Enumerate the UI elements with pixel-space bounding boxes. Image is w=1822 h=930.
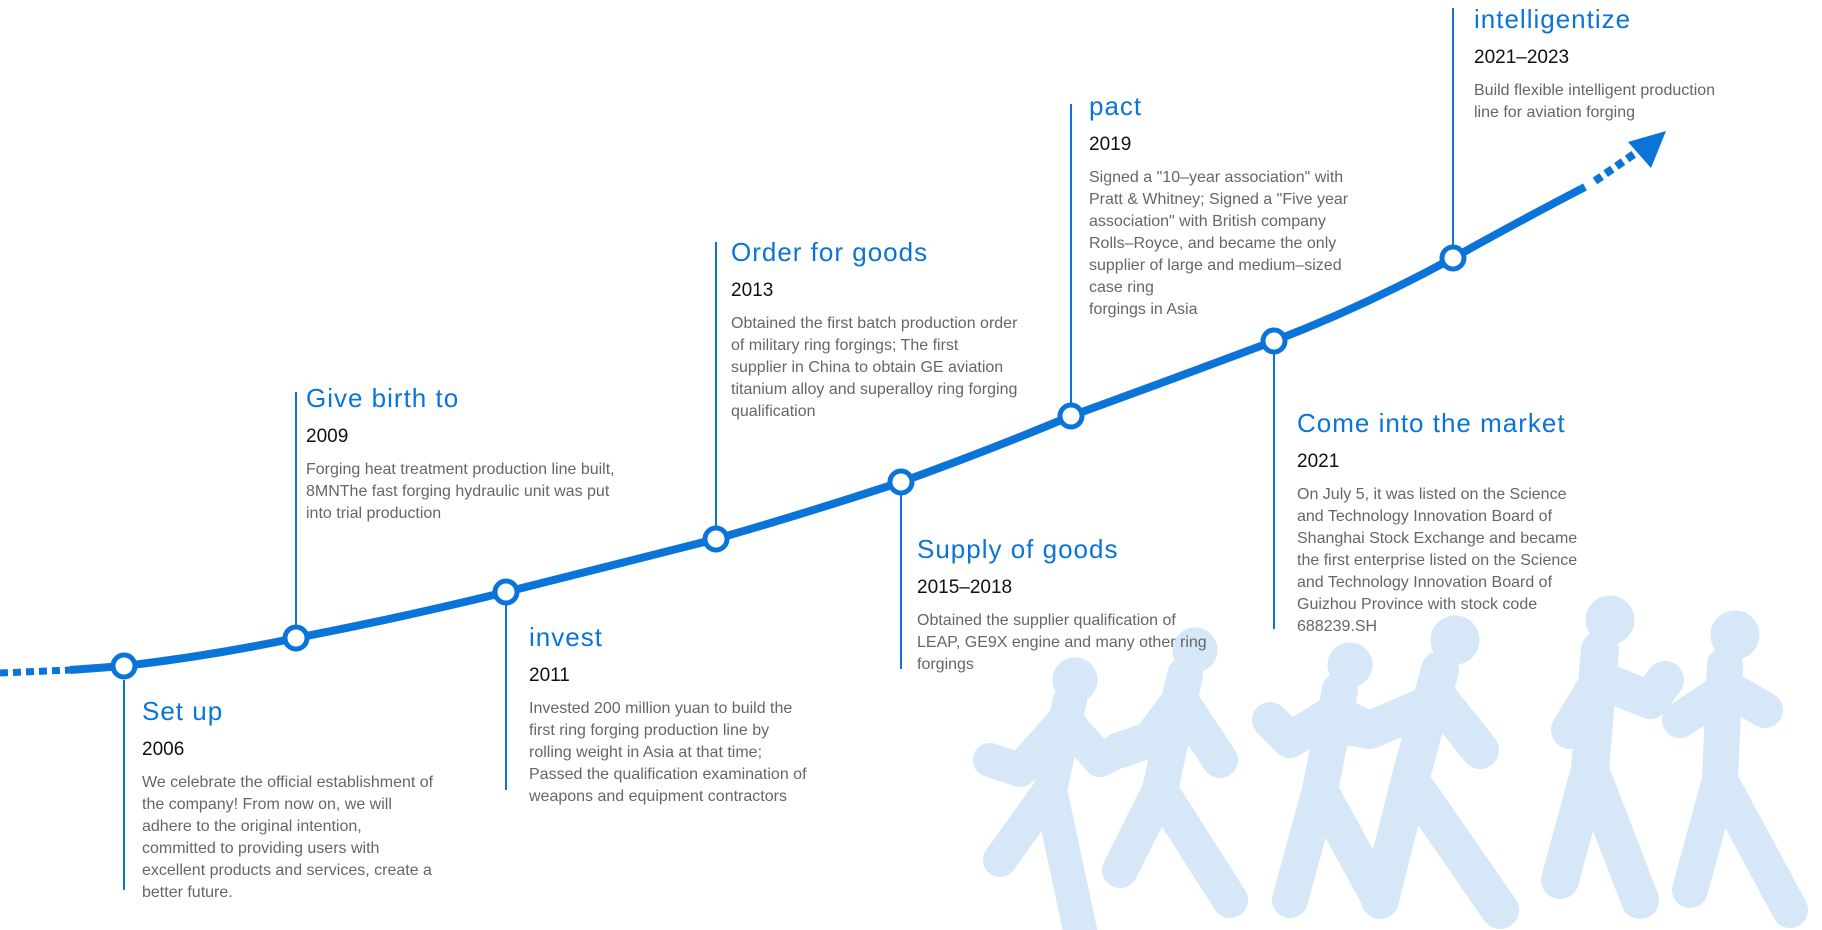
milestone-year: 2021 <box>1297 451 1340 472</box>
milestone-title: Give birth to <box>306 383 460 413</box>
milestone-year: 2015–2018 <box>917 577 1013 598</box>
connector-line <box>715 242 717 528</box>
milestone-description: Obtained the first batch production orde… <box>731 315 1018 420</box>
dashed-start <box>0 666 71 677</box>
milestone-2019: pact 2019 Signed a "10–year association"… <box>1089 91 1348 321</box>
milestone-description: Invested 200 million yuan to build the f… <box>529 700 807 805</box>
milestone-description: Signed a "10–year association" with Prat… <box>1089 169 1349 318</box>
node-2013 <box>702 525 730 553</box>
runner-1 <box>973 657 1137 930</box>
node-2021 <box>1260 327 1288 355</box>
runner-4 <box>1321 615 1519 929</box>
runner-6 <box>1662 610 1808 928</box>
milestone-description: Build flexible intelligent production li… <box>1474 82 1716 121</box>
node-2015 <box>887 468 915 496</box>
runners-silhouette <box>973 595 1808 930</box>
connector-line <box>1070 104 1072 405</box>
milestone-year: 2009 <box>306 426 349 447</box>
connector-line <box>900 494 902 669</box>
connector-line <box>1452 8 1454 246</box>
connector-line <box>1273 354 1275 629</box>
dashed-end <box>1592 146 1643 185</box>
milestone-year: 2013 <box>731 280 774 301</box>
milestone-title: invest <box>529 622 603 652</box>
node-2006 <box>110 652 138 680</box>
milestone-description: We celebrate the official establishment … <box>142 774 434 901</box>
connector-line <box>123 680 125 890</box>
arrow-head-icon <box>1628 131 1666 168</box>
milestone-2015-2018: Supply of goods 2015–2018 Obtained the s… <box>917 534 1207 676</box>
milestone-2021-2023: intelligentize 2021–2023 Build flexible … <box>1474 4 1715 124</box>
milestone-description: On July 5, it was listed on the Science … <box>1297 486 1578 635</box>
milestone-description: Forging heat treatment production line b… <box>306 461 615 522</box>
milestone-2021: Come into the market 2021 On July 5, it … <box>1297 408 1577 638</box>
runner-5 <box>1541 595 1684 919</box>
runner-2 <box>1102 627 1248 918</box>
runner-3 <box>1252 642 1398 918</box>
timeline-nodes <box>110 244 1467 680</box>
milestone-2013: Order for goods 2013 Obtained the first … <box>731 237 1017 423</box>
milestone-title: intelligentize <box>1474 4 1632 34</box>
milestone-year: 2019 <box>1089 134 1132 155</box>
milestone-year: 2021–2023 <box>1474 47 1570 68</box>
connector-line <box>505 605 507 790</box>
milestone-title: Come into the market <box>1297 408 1566 438</box>
node-2021-2023 <box>1439 244 1467 272</box>
connector-line <box>295 392 297 627</box>
milestone-year: 2006 <box>142 739 185 760</box>
milestone-title: pact <box>1089 91 1143 121</box>
node-2009 <box>282 624 310 652</box>
node-2019 <box>1057 402 1085 430</box>
milestone-year: 2011 <box>529 665 570 686</box>
node-2011 <box>492 578 520 606</box>
milestone-title: Supply of goods <box>917 534 1119 564</box>
milestone-2006: Set up 2006 We celebrate the official es… <box>142 696 433 904</box>
milestone-2009: Give birth to 2009 Forging heat treatmen… <box>306 383 615 525</box>
milestone-title: Set up <box>142 696 224 726</box>
milestone-title: Order for goods <box>731 237 929 267</box>
milestone-2011: invest 2011 Invested 200 million yuan to… <box>529 622 807 808</box>
milestone-description: Obtained the supplier qualification of L… <box>917 612 1207 673</box>
